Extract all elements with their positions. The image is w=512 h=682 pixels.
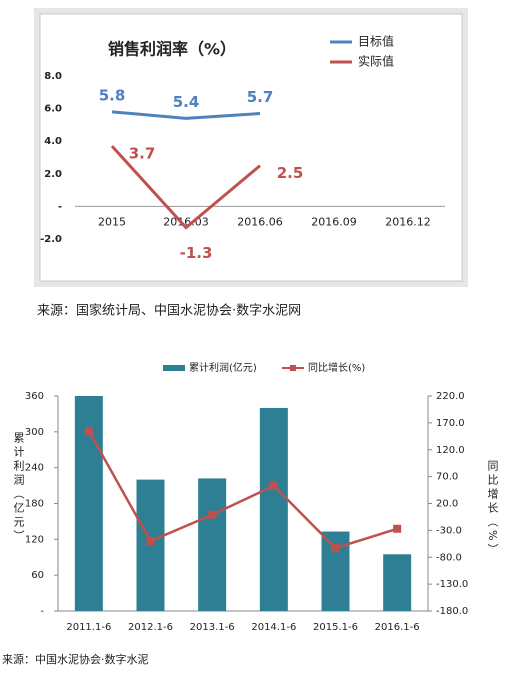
y2-tick-label: 220.0: [436, 391, 465, 402]
y-tick-label: 120: [25, 534, 44, 545]
chart-title: 销售利润率（%）: [108, 40, 236, 59]
y2-axis-title: 同比增长（%）: [486, 460, 499, 557]
legend-label: 累计利润(亿元): [189, 361, 257, 374]
data-label: -1.3: [180, 244, 213, 262]
bar: [198, 478, 227, 611]
data-label: 5.7: [247, 88, 274, 106]
y2-tick-label: -180.0: [436, 606, 468, 617]
bar: [136, 479, 165, 611]
source-note: 来源：中国水泥协会·数字水泥: [2, 652, 149, 666]
y-tick-label: 300: [25, 427, 44, 438]
y-tick-label: 6.0: [44, 104, 62, 115]
data-label: 5.4: [173, 93, 200, 111]
bar: [259, 407, 288, 611]
y2-tick-label: 70.0: [436, 472, 458, 483]
line-marker: [393, 524, 402, 533]
y-tick-label: -2.0: [40, 234, 62, 245]
y-tick-label: 4.0: [44, 136, 62, 147]
legend-swatch-marker: [290, 365, 296, 371]
y-axis-title: 累计利润（亿元）: [12, 432, 25, 544]
line-marker: [146, 537, 155, 546]
series-line: [110, 145, 261, 230]
y-tick-label: 8.0: [44, 71, 62, 82]
legend-label: 实际值: [358, 54, 394, 69]
y2-tick-label: 170.0: [436, 418, 465, 429]
x-tick-label: 2015.1-6: [313, 622, 358, 633]
line-marker: [331, 544, 340, 553]
y2-tick-label: 20.0: [436, 499, 458, 510]
series-line: [111, 110, 261, 120]
x-tick-label: 2015: [98, 215, 126, 228]
x-tick-label: 2016.06: [237, 215, 283, 228]
x-tick-label: 2013.1-6: [190, 622, 235, 633]
bar: [321, 531, 350, 611]
x-tick-label: 2012.1-6: [128, 622, 173, 633]
line-marker: [269, 481, 278, 490]
y-tick-label: 240: [25, 463, 44, 474]
x-tick-label: 2016.1-6: [375, 622, 420, 633]
data-label: 3.7: [129, 145, 156, 163]
chart-panel: [39, 13, 463, 282]
x-tick-label: 2011.1-6: [66, 622, 111, 633]
y2-tick-label: -80.0: [436, 552, 462, 563]
y2-tick-label: 120.0: [436, 445, 465, 456]
line-marker: [84, 426, 93, 435]
bar: [383, 554, 412, 611]
y-tick-label: -: [40, 606, 44, 617]
y-tick-label: 60: [31, 570, 44, 581]
y-tick-label: -: [58, 201, 62, 212]
data-label: 2.5: [277, 164, 304, 182]
y-tick-label: 360: [25, 391, 44, 402]
x-tick-label: 2014.1-6: [251, 622, 296, 633]
x-tick-label: 2016.09: [311, 215, 357, 228]
line-marker: [208, 510, 217, 519]
y-tick-label: 180: [25, 499, 44, 510]
x-tick-label: 2016.12: [385, 215, 431, 228]
series-line: [87, 430, 398, 550]
data-label: 5.8: [99, 86, 126, 104]
source-note: 来源：国家统计局、中国水泥协会·数字水泥网: [37, 303, 301, 319]
y-tick-label: 2.0: [44, 169, 62, 180]
legend-label: 目标值: [358, 34, 394, 49]
legend-label: 同比增长(%): [308, 361, 365, 374]
legend-swatch: [163, 365, 185, 371]
y2-tick-label: -30.0: [436, 525, 462, 536]
y2-tick-label: -130.0: [436, 579, 468, 590]
